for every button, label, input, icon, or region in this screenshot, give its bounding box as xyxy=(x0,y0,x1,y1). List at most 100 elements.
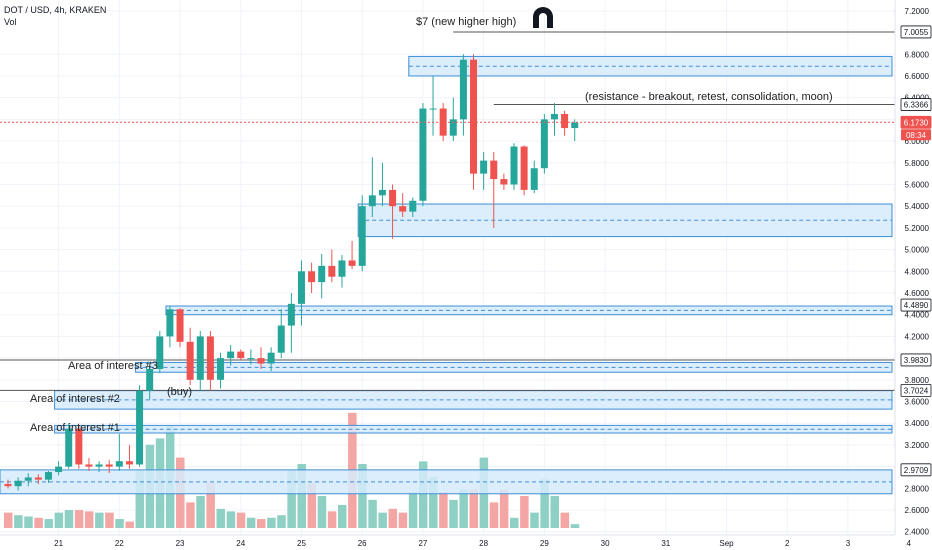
candle-body xyxy=(267,352,275,364)
candle-body xyxy=(55,466,63,473)
volume-bar xyxy=(358,464,367,528)
candle-body xyxy=(115,461,123,467)
price-tick-label: 3.8000 xyxy=(905,376,930,385)
candle-body xyxy=(358,206,366,266)
volume-bar xyxy=(196,496,205,528)
candle-body xyxy=(297,271,305,304)
candle-body xyxy=(196,336,204,380)
price-level-label: 6.1730 xyxy=(904,118,929,127)
price-level-label: 3.7024 xyxy=(904,386,929,395)
grid xyxy=(0,0,910,535)
price-tick-label: 4.8000 xyxy=(905,267,930,276)
price-axis-background xyxy=(895,0,932,550)
time-tick-label: 4 xyxy=(906,539,911,548)
price-tick-label: 2.6000 xyxy=(905,506,930,515)
time-tick-label: 2 xyxy=(785,539,790,548)
price-level-badge xyxy=(900,115,932,129)
volume-bar xyxy=(317,496,327,528)
resistance-annotation: (resistance - breakout, retest, consolid… xyxy=(585,91,833,103)
volume-bar xyxy=(550,496,559,528)
price-tick-label: 4.2000 xyxy=(905,332,930,341)
candle-body xyxy=(318,265,326,283)
candle-body xyxy=(156,336,164,369)
volume-bar xyxy=(459,489,468,528)
volume-bar xyxy=(327,511,337,528)
volume-bar xyxy=(378,512,387,528)
price-tick-label: 6.6000 xyxy=(905,72,930,81)
volume-bar xyxy=(186,502,195,528)
time-tick-label: 22 xyxy=(115,539,124,548)
candle-body xyxy=(348,260,356,266)
candle-body xyxy=(227,351,235,359)
time-tick-label: 24 xyxy=(236,539,245,548)
volume-bar xyxy=(226,511,236,528)
candle-body xyxy=(308,271,316,283)
volume-bar xyxy=(44,519,53,528)
candle-body xyxy=(459,59,467,120)
price-tick-label: 6.8000 xyxy=(905,50,930,59)
candle-body xyxy=(561,113,569,129)
price-axis[interactable]: 7.20006.80006.60006.40006.20006.00005.80… xyxy=(894,0,932,550)
volume-bar xyxy=(125,521,134,528)
volume-bar xyxy=(4,512,13,528)
candle-body xyxy=(530,168,538,190)
buy-annotation: (buy) xyxy=(167,386,192,398)
volume-bar xyxy=(135,470,145,528)
volume-bar xyxy=(469,489,479,528)
candle-body xyxy=(429,108,437,110)
candle-body xyxy=(500,179,508,185)
candle-body xyxy=(470,59,478,174)
time-tick-label: 29 xyxy=(540,539,549,548)
time-tick-label: 26 xyxy=(358,539,367,548)
time-tick-label: 3 xyxy=(846,539,851,548)
volume-bar xyxy=(570,524,580,528)
zones xyxy=(0,55,893,495)
time-tick-label: 21 xyxy=(54,539,63,548)
candle-body xyxy=(409,200,417,212)
price-level-label: 2.9709 xyxy=(904,466,929,475)
volume-bar xyxy=(337,504,347,528)
volume-bar xyxy=(510,517,519,528)
candle-body xyxy=(338,260,346,277)
time-tick-label: 30 xyxy=(601,539,610,548)
chart-title: DOT / USD, 4h, KRAKEN xyxy=(4,5,106,15)
volume-bar xyxy=(530,512,539,528)
price-tick-label: 6.0000 xyxy=(905,137,930,146)
price-tick-label: 5.8000 xyxy=(905,159,930,168)
candle-body xyxy=(95,464,103,467)
candle-body xyxy=(247,358,255,360)
candle-body xyxy=(85,464,93,467)
volume-bar xyxy=(287,470,296,528)
candle-body xyxy=(206,336,214,380)
price-tick-label: 5.0000 xyxy=(905,246,930,255)
volume-bar xyxy=(105,512,114,528)
candle-body xyxy=(105,464,113,467)
volume-bar xyxy=(408,492,418,528)
volume-bar xyxy=(216,508,226,528)
volume-bar xyxy=(297,464,306,528)
target-annotation: $7 (new higher high) xyxy=(416,16,516,28)
aoi1-label: Area of interest #1 xyxy=(30,422,120,434)
volume-bar xyxy=(64,510,74,528)
candle-body xyxy=(378,189,386,196)
time-axis[interactable]: 21 22 23 24 25 26 27 28 29 30 31 Sep 2 3 4 xyxy=(0,534,911,548)
aoi2-label: Area of interest #2 xyxy=(30,393,120,405)
candle-body xyxy=(186,341,194,380)
volume-bar xyxy=(257,519,266,528)
price-tick-label: 4.4000 xyxy=(905,311,930,320)
volume-bar xyxy=(54,512,64,528)
candle-body xyxy=(217,358,225,380)
volume-bar xyxy=(24,516,33,528)
price-level-badge xyxy=(900,298,932,312)
candle-body xyxy=(146,368,154,391)
candle-body xyxy=(65,428,73,467)
price-tick-label: 4.6000 xyxy=(905,289,930,298)
candle-body xyxy=(490,160,498,180)
candle-body xyxy=(389,189,397,207)
candle-body xyxy=(237,351,245,359)
time-tick-label: 31 xyxy=(661,539,670,548)
magnet-icon xyxy=(533,7,553,28)
candle-body xyxy=(4,483,12,487)
candle-body xyxy=(75,428,83,465)
